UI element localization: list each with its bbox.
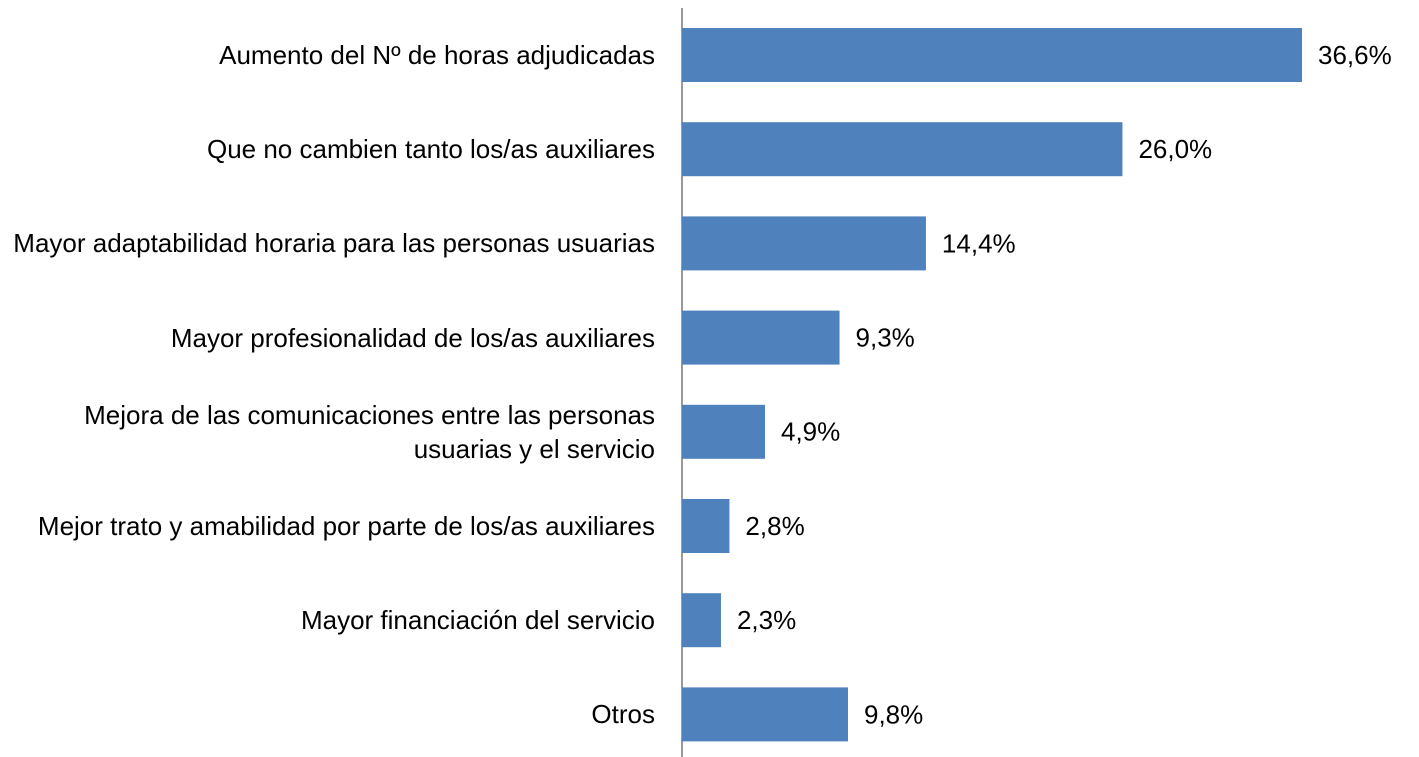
category-label: Mejora de las comunicaciones entre las p…: [84, 399, 655, 464]
value-label: 14,4%: [942, 228, 1016, 258]
category-label: Mayor adaptabilidad horaria para las per…: [13, 228, 655, 259]
bar: [682, 28, 1303, 82]
value-label: 26,0%: [1138, 134, 1212, 164]
bar: [682, 499, 730, 553]
category-label: Otros: [591, 699, 655, 730]
bar: [682, 687, 849, 742]
category-label: Mayor profesionalidad de los/as auxiliar…: [170, 322, 655, 353]
bar: [682, 122, 1123, 177]
value-label: 4,9%: [781, 417, 840, 447]
category-label: Mayor financiación del servicio: [300, 605, 655, 636]
value-label: 2,3%: [737, 605, 796, 635]
bar: [682, 310, 840, 365]
value-label: 9,8%: [864, 699, 923, 729]
category-label: Mejor trato y amabilidad por parte de lo…: [37, 511, 655, 541]
bar: [682, 404, 766, 459]
category-label: Que no cambien tanto los/as auxiliares: [206, 134, 655, 165]
bar: [682, 593, 721, 648]
bar: [682, 216, 926, 271]
value-label: 2,8%: [745, 511, 804, 541]
category-label: Aumento del Nº de horas adjudicadas: [219, 40, 655, 70]
value-label: 36,6%: [1318, 40, 1392, 70]
value-label: 9,3%: [856, 322, 915, 352]
